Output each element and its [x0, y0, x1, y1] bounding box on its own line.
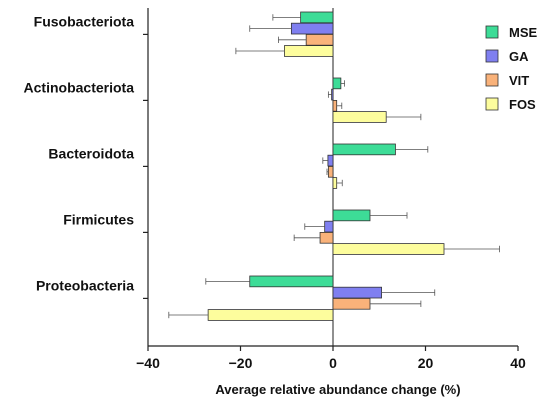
bar-vit-firmicutes	[319, 231, 334, 244]
bar-ga-proteobacteria	[332, 286, 382, 299]
bar-ga-bacteroidota	[327, 154, 334, 167]
bar-vit-fusobacteriota	[305, 34, 334, 46]
x-tick-label: 20	[418, 355, 434, 371]
bar-fos-firmicutes	[332, 243, 445, 255]
bar-vit-bacteroidota	[327, 165, 334, 178]
bar-ga-firmicutes	[324, 220, 334, 233]
legend-label-mse: MSE	[509, 25, 538, 40]
legend: MSE GA VIT FOS	[485, 25, 538, 112]
legend-label-ga: GA	[509, 49, 529, 64]
category-label-fusobacteriota: Fusobacteriota	[34, 13, 135, 29]
bar-fos-actinobacteriota	[332, 111, 387, 123]
x-tick-label: −40	[136, 355, 160, 371]
bar-vit-proteobacteria	[332, 297, 371, 310]
category-label-bacteroidota: Bacteroidota	[48, 145, 134, 161]
legend-swatch-vit	[485, 73, 499, 87]
bar-fos-proteobacteria	[207, 309, 334, 321]
bar-mse-actinobacteriota	[332, 77, 342, 90]
bar-fos-bacteroidota	[332, 177, 338, 189]
legend-swatch-mse	[485, 25, 499, 39]
x-tick-label: 40	[510, 355, 526, 371]
category-label-proteobacteria: Proteobacteria	[36, 277, 134, 293]
bar-ga-actinobacteriota	[331, 88, 334, 101]
bar-fos-fusobacteriota	[284, 45, 334, 57]
category-labels: Fusobacteriota Actinobacteriota Bacteroido…	[24, 13, 135, 293]
x-axis: −40 −20 0 20 40	[136, 345, 526, 371]
category-label-actinobacteriota: Actinobacteriota	[24, 79, 135, 95]
x-tick-label: −20	[229, 355, 253, 371]
plot-area	[143, 8, 500, 346]
x-axis-title: Average relative abundance change (%)	[215, 382, 460, 397]
legend-label-vit: VIT	[509, 73, 529, 88]
legend-label-fos: FOS	[509, 97, 536, 112]
bar-mse-fusobacteriota	[300, 11, 334, 24]
legend-swatch-fos	[485, 97, 499, 111]
x-tick-label: 0	[329, 355, 337, 371]
bar-mse-bacteroidota	[332, 143, 396, 156]
bar-mse-firmicutes	[332, 209, 371, 222]
category-label-firmicutes: Firmicutes	[63, 211, 134, 227]
bar-vit-actinobacteriota	[332, 100, 338, 112]
bar-mse-proteobacteria	[249, 275, 334, 288]
bar-ga-fusobacteriota	[290, 22, 334, 35]
legend-swatch-ga	[485, 49, 499, 63]
